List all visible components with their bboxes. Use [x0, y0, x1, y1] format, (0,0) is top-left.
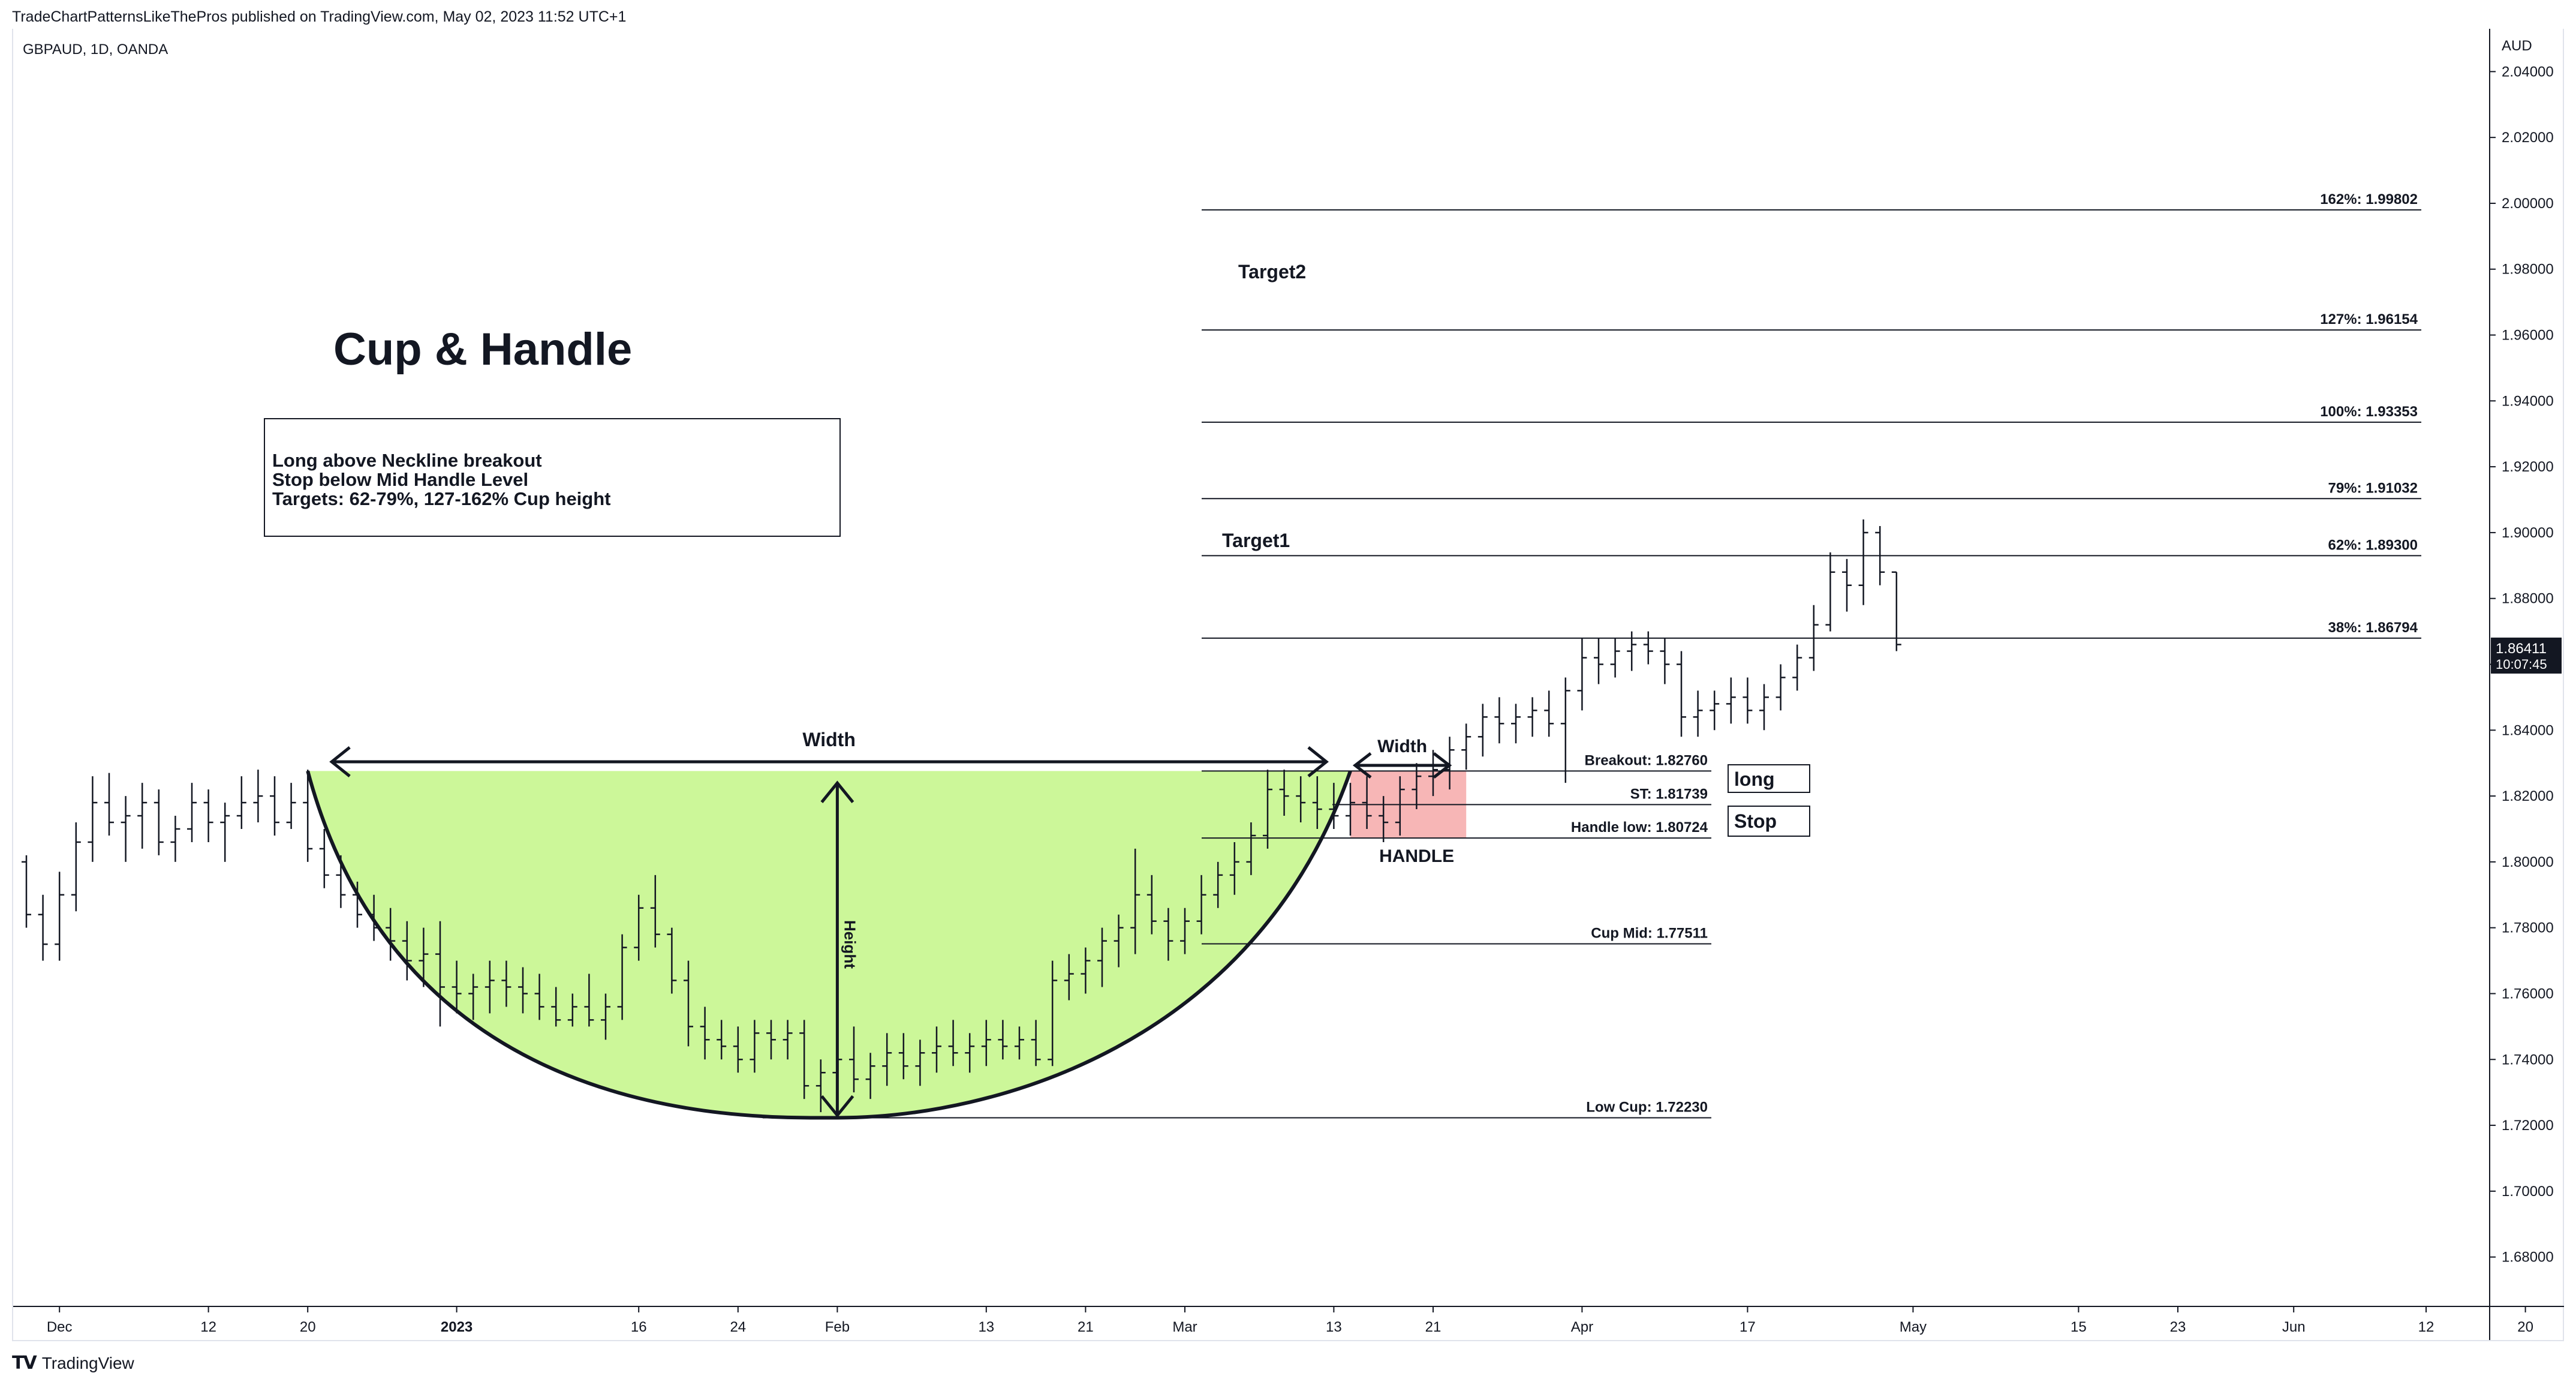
- y-tick-label: 1.76000: [2502, 986, 2554, 1002]
- tradingview-brand[interactable]: 𝗧𝗩 TradingView: [12, 1353, 134, 1374]
- tradingview-logo-icon: 𝗧𝗩: [12, 1353, 37, 1373]
- x-tick-label: 21: [1078, 1319, 1094, 1335]
- y-tick-label: 1.82000: [2502, 788, 2554, 804]
- last-price-label: 1.86411: [2496, 641, 2547, 657]
- y-tick-label: 1.70000: [2502, 1183, 2554, 1200]
- handle-width-arrowhead-right: [1433, 752, 1452, 779]
- stop-label: Stop: [1734, 810, 1777, 832]
- cup-curve: [306, 770, 1352, 1120]
- fib-162-label: 162%: 1.99802: [2320, 191, 2418, 208]
- cup-height-arrowhead-top: [820, 780, 854, 803]
- handle-width-arrowhead-left: [1352, 752, 1372, 779]
- last-price-tag: [2491, 637, 2562, 674]
- y-tick-label: 1.78000: [2502, 920, 2554, 936]
- fib-100-label: 100%: 1.93353: [2320, 404, 2418, 420]
- target1-label: Target1: [1222, 530, 1290, 551]
- x-tick-label: 2023: [441, 1319, 473, 1335]
- y-tick-label: 2.02000: [2502, 130, 2554, 146]
- x-tick-label: Apr: [1571, 1319, 1593, 1335]
- x-tick-label: 13: [1326, 1319, 1342, 1335]
- stop-box: [1728, 806, 1810, 837]
- x-tick-label: 24: [730, 1319, 746, 1335]
- y-tick-label: 2.04000: [2502, 64, 2554, 80]
- y-tick-label: 1.90000: [2502, 525, 2554, 541]
- handle-width-label: Width: [1377, 737, 1427, 756]
- cup-mid-label: Cup Mid: 1.77511: [1591, 926, 1708, 942]
- cup-height-label: Height: [841, 920, 859, 969]
- y-tick-label: 1.88000: [2502, 591, 2554, 607]
- countdown-label: 10:07:45: [2496, 657, 2547, 672]
- symbol-label: GBPAUD, 1D, OANDA: [23, 41, 168, 58]
- long-box: [1728, 764, 1810, 793]
- cup-width-arrowhead-left: [329, 746, 351, 777]
- handle-label: HANDLE: [1379, 846, 1454, 866]
- x-tick-label: 17: [1740, 1319, 1756, 1335]
- cup-area: [308, 771, 1351, 1118]
- y-tick-label: 1.68000: [2502, 1249, 2554, 1266]
- x-tick-label: Feb: [825, 1319, 850, 1335]
- x-tick-label: Mar: [1172, 1319, 1197, 1335]
- cup-width-label: Width: [802, 729, 856, 750]
- x-tick-label: 21: [1425, 1319, 1442, 1335]
- fib-79-label: 79%: 1.91032: [2328, 480, 2418, 496]
- y-tick-label: 1.98000: [2502, 262, 2554, 278]
- x-tick-label: 20: [2517, 1319, 2533, 1335]
- y-tick-label: 1.80000: [2502, 854, 2554, 870]
- x-tick-label: Dec: [47, 1319, 73, 1335]
- x-tick-label: 15: [2071, 1319, 2087, 1335]
- chart-title: Cup & Handle: [333, 324, 632, 375]
- fib-62-label: 62%: 1.89300: [2328, 537, 2418, 553]
- handle-low-label: Handle low: 1.80724: [1571, 819, 1708, 836]
- fib-38-label: 38%: 1.86794: [2328, 620, 2418, 636]
- x-tick-label: 20: [300, 1319, 316, 1335]
- fib-127-label: 127%: 1.96154: [2320, 311, 2418, 328]
- chart-bottom-border: [12, 1340, 2564, 1341]
- y-tick-label: 1.84000: [2502, 722, 2554, 738]
- y-tick-label: 1.74000: [2502, 1051, 2554, 1068]
- x-tick-label: 16: [631, 1319, 647, 1335]
- brand-name: TradingView: [41, 1353, 134, 1372]
- chart-frame: GBPAUD, 1D, OANDA 162%: 1.99802 127%: 1.96…: [12, 29, 2564, 1340]
- low-cup-label: Low Cup: 1.72230: [1586, 1099, 1708, 1115]
- x-tick-label: 12: [2418, 1319, 2434, 1335]
- publish-info: TradeChartPatternsLikeThePros published …: [12, 8, 627, 25]
- notes-box: [264, 418, 841, 537]
- x-tick-label: 23: [2170, 1319, 2186, 1335]
- note-line-2: Stop below Mid Handle Level: [272, 469, 528, 490]
- cup-width-arrowhead-right: [1307, 746, 1329, 777]
- breakout-label: Breakout: 1.82760: [1585, 752, 1708, 768]
- x-tick-label: 13: [978, 1319, 994, 1335]
- y-tick-label: 1.92000: [2502, 459, 2554, 475]
- y-tick-label: 1.72000: [2502, 1117, 2554, 1134]
- y-tick-label: 1.96000: [2502, 328, 2554, 344]
- currency-label: AUD: [2502, 38, 2532, 54]
- x-tick-label: 12: [200, 1319, 216, 1335]
- note-line-3: Targets: 62-79%, 127-162% Cup height: [272, 488, 611, 509]
- st-label: ST: 1.81739: [1630, 786, 1708, 802]
- x-tick-label: May: [1900, 1319, 1927, 1335]
- long-label: long: [1734, 768, 1775, 790]
- cup-height-arrowhead-bottom: [820, 1095, 854, 1118]
- note-line-1: Long above Neckline breakout: [272, 450, 542, 471]
- y-tick-label: 1.94000: [2502, 393, 2554, 409]
- x-tick-label: Jun: [2282, 1319, 2306, 1335]
- target2-label: Target2: [1238, 261, 1306, 283]
- cup-handle-chart[interactable]: GBPAUD, 1D, OANDA 162%: 1.99802 127%: 1.96…: [13, 29, 2564, 1340]
- y-tick-label: 2.00000: [2502, 196, 2554, 212]
